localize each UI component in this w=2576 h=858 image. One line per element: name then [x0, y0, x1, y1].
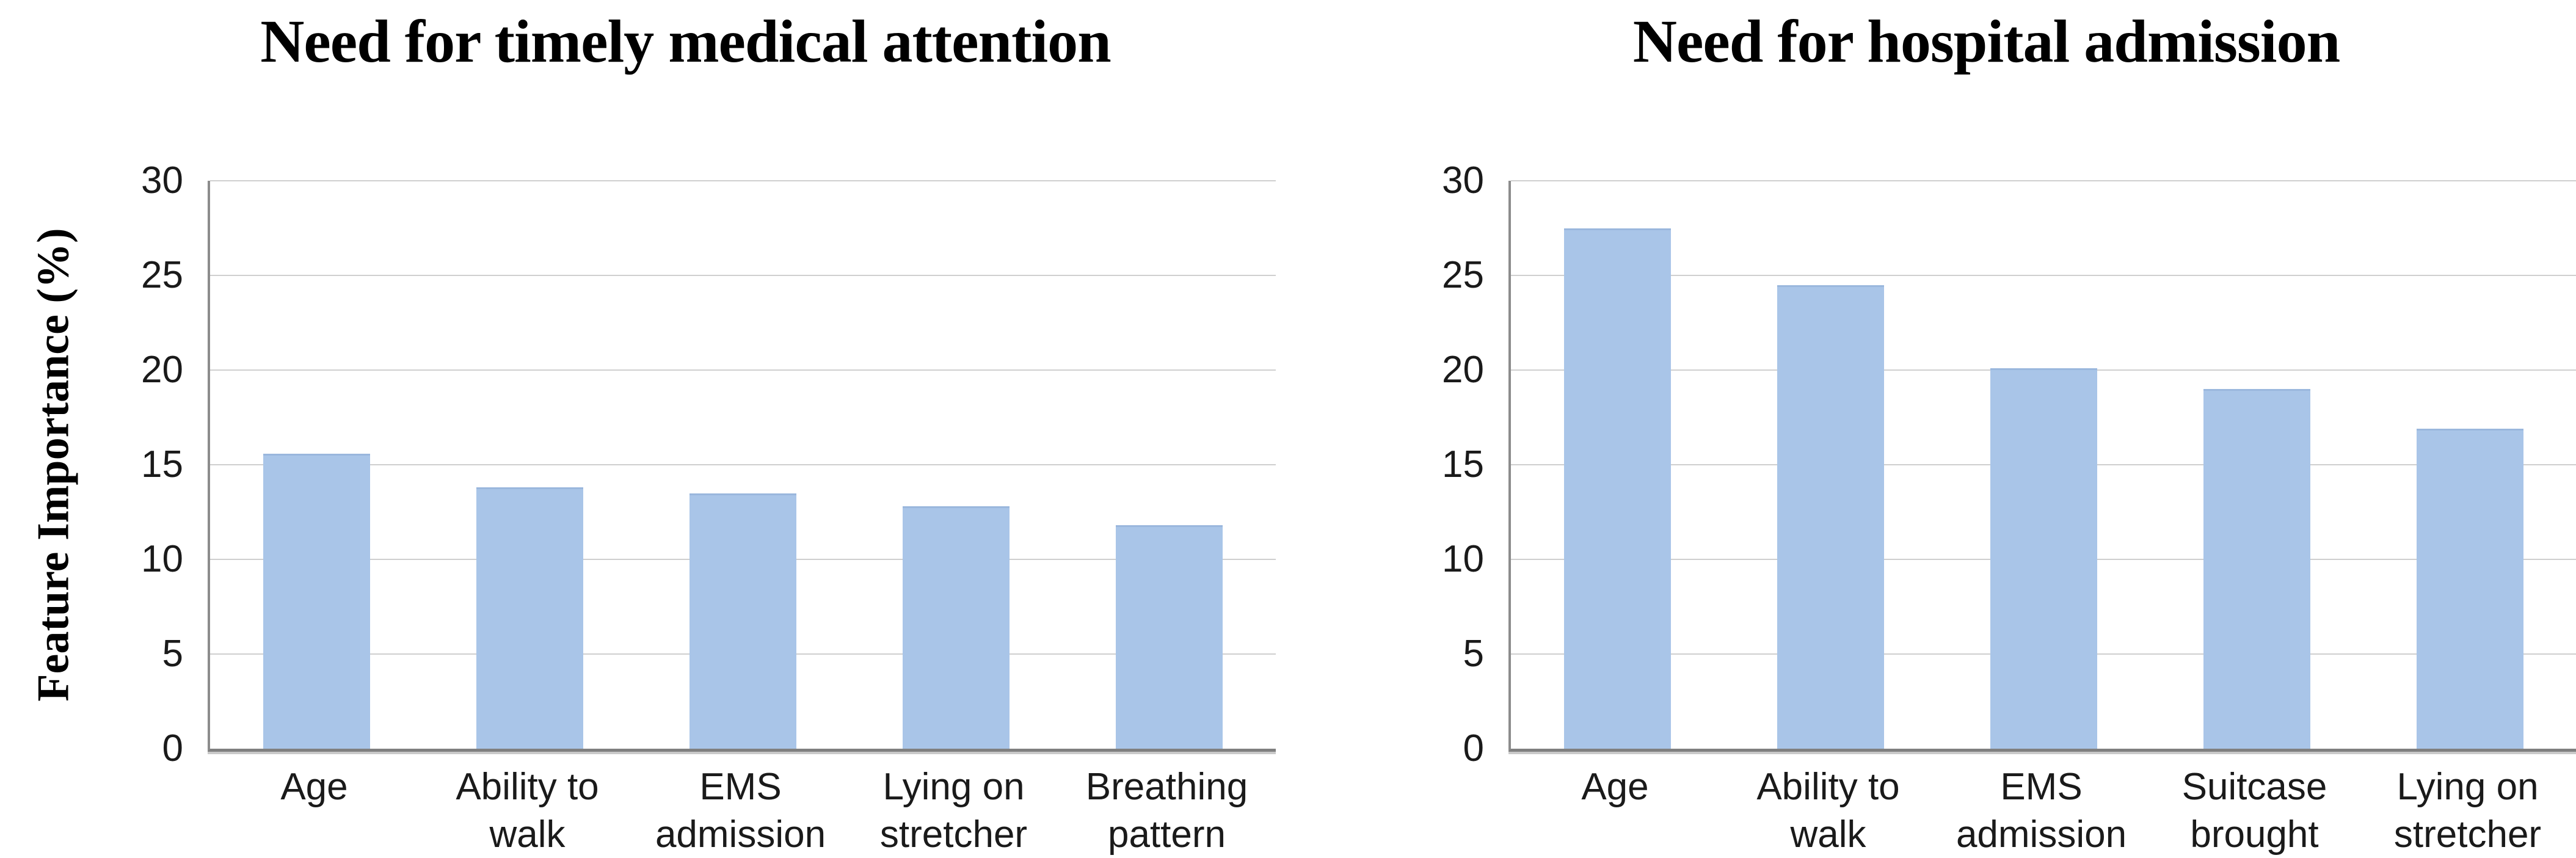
y-tick-label: 0 [1463, 727, 1484, 769]
x-axis-labels: Age Ability to walk EMS admission Lying on … [208, 763, 1273, 858]
x-category-label: Lying on stretcher [879, 766, 1028, 856]
bar [1116, 525, 1223, 749]
chart-title: Need for hospital admission [1632, 7, 2340, 75]
bar-slot [2363, 181, 2576, 749]
y-tick-label: 30 [1442, 159, 1484, 202]
bar-slot [1724, 181, 1937, 749]
bar [1990, 368, 2097, 749]
gridline [210, 369, 1276, 371]
gridline [1511, 274, 2576, 276]
chart-timely-medical-attention: Need for timely medical attention 0 5 10 15… [98, 0, 1276, 856]
y-tick-label: 20 [141, 348, 183, 391]
x-category-label: Suitcase brought [2181, 766, 2327, 856]
y-axis-title: Feature Importance (%) [28, 228, 79, 702]
x-axis-labels: Age Ability to walk EMS admission Suitcase … [1508, 763, 2574, 858]
bar [263, 453, 370, 749]
bar-slot [1937, 181, 2150, 749]
bar-slot [636, 181, 850, 749]
y-axis-ticks: 0 5 10 15 20 25 30 [98, 162, 183, 768]
x-category-label: Lying on stretcher [2393, 766, 2542, 856]
x-category-label: Ability to walk [456, 766, 599, 856]
y-tick-label: 10 [1442, 537, 1484, 580]
x-category-label: EMS admission [1956, 766, 2127, 856]
y-axis-title-wrap: Feature Importance (%) [11, 181, 96, 749]
bar [1777, 285, 1884, 749]
bar [903, 506, 1010, 749]
y-tick-label: 0 [162, 727, 183, 769]
gridline [210, 274, 1276, 276]
y-tick-label: 15 [1442, 443, 1484, 485]
gridline [210, 180, 1276, 181]
y-tick-label: 20 [1442, 348, 1484, 391]
bar-slot [2150, 181, 2363, 749]
bar [1564, 228, 1671, 749]
plot-area [1508, 180, 2576, 752]
bar-slot [1511, 181, 1724, 749]
y-tick-label: 15 [141, 443, 183, 485]
x-category-label: Breathing pattern [1085, 766, 1248, 856]
chart-hospital-admission: Need for hospital admission 0 5 10 15 20 25 30… [1399, 0, 2576, 856]
bar-slot [210, 181, 423, 749]
bar-slot [850, 181, 1063, 749]
bar [2417, 429, 2523, 749]
x-category-label: Ability to walk [1756, 766, 1900, 856]
gridline [1511, 180, 2576, 181]
y-tick-label: 30 [141, 159, 183, 202]
chart-title: Need for timely medical attention [260, 7, 1112, 75]
y-tick-label: 10 [141, 537, 183, 580]
y-tick-label: 25 [141, 253, 183, 296]
y-axis-ticks: 0 5 10 15 20 25 30 [1399, 162, 1484, 768]
bar [476, 487, 583, 749]
x-category-label: Age [280, 766, 348, 808]
bar [689, 493, 796, 749]
x-category-label: EMS admission [655, 766, 826, 856]
y-tick-label: 5 [162, 633, 183, 675]
bar [2203, 389, 2310, 749]
bar-slot [1063, 181, 1276, 749]
x-category-label: Age [1581, 766, 1649, 808]
bar-slot [423, 181, 636, 749]
bars-group [210, 181, 1276, 749]
y-tick-label: 25 [1442, 253, 1484, 296]
plot-area [208, 180, 1276, 752]
gridline [210, 464, 1276, 465]
y-tick-label: 5 [1463, 633, 1484, 675]
bars-group [1511, 181, 2576, 749]
